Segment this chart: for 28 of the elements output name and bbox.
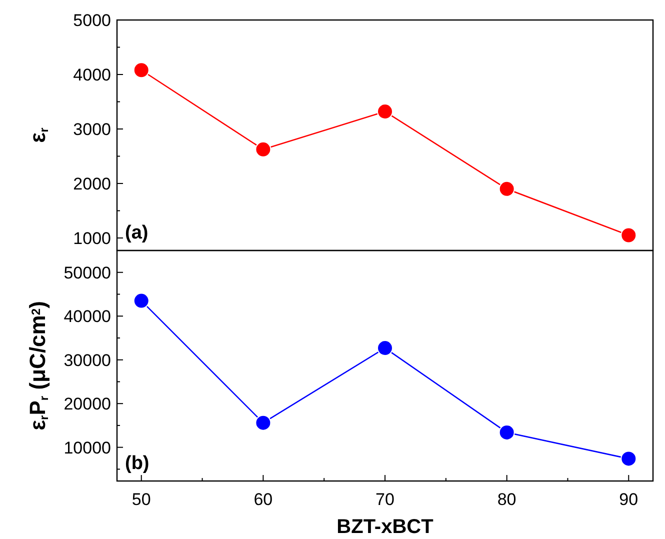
y-tick-label: 2000: [73, 174, 111, 194]
y-tick-label: 10000: [64, 438, 111, 458]
x-tick-label: 70: [376, 490, 394, 509]
y-tick-label: 30000: [64, 350, 111, 370]
x-tick-label: 90: [619, 490, 638, 509]
y-tick-label: 50000: [64, 263, 111, 282]
y-tick-label: 5000: [73, 10, 111, 30]
x-tick-label: 80: [497, 490, 516, 509]
annotation: (a): [125, 222, 148, 244]
y-tick-label: 3000: [73, 120, 111, 139]
point: [133, 62, 150, 78]
y-tick-label: 20000: [64, 394, 111, 414]
point: [498, 180, 515, 197]
point: [620, 227, 637, 244]
point: [377, 104, 393, 120]
point: [498, 424, 515, 440]
x-axis-title: BZT-xBCT: [336, 516, 434, 538]
point: [620, 450, 637, 467]
point: [255, 414, 272, 431]
y-tick-label: 40000: [64, 307, 111, 326]
point: [377, 340, 393, 356]
annotation: (b): [125, 453, 150, 474]
x-tick-label: 50: [132, 490, 151, 509]
y-tick-label: 4000: [73, 65, 111, 84]
x-tick-label: 60: [254, 490, 273, 509]
y-tick-label: 1000: [73, 228, 111, 248]
point: [133, 292, 150, 309]
point: [255, 141, 272, 158]
